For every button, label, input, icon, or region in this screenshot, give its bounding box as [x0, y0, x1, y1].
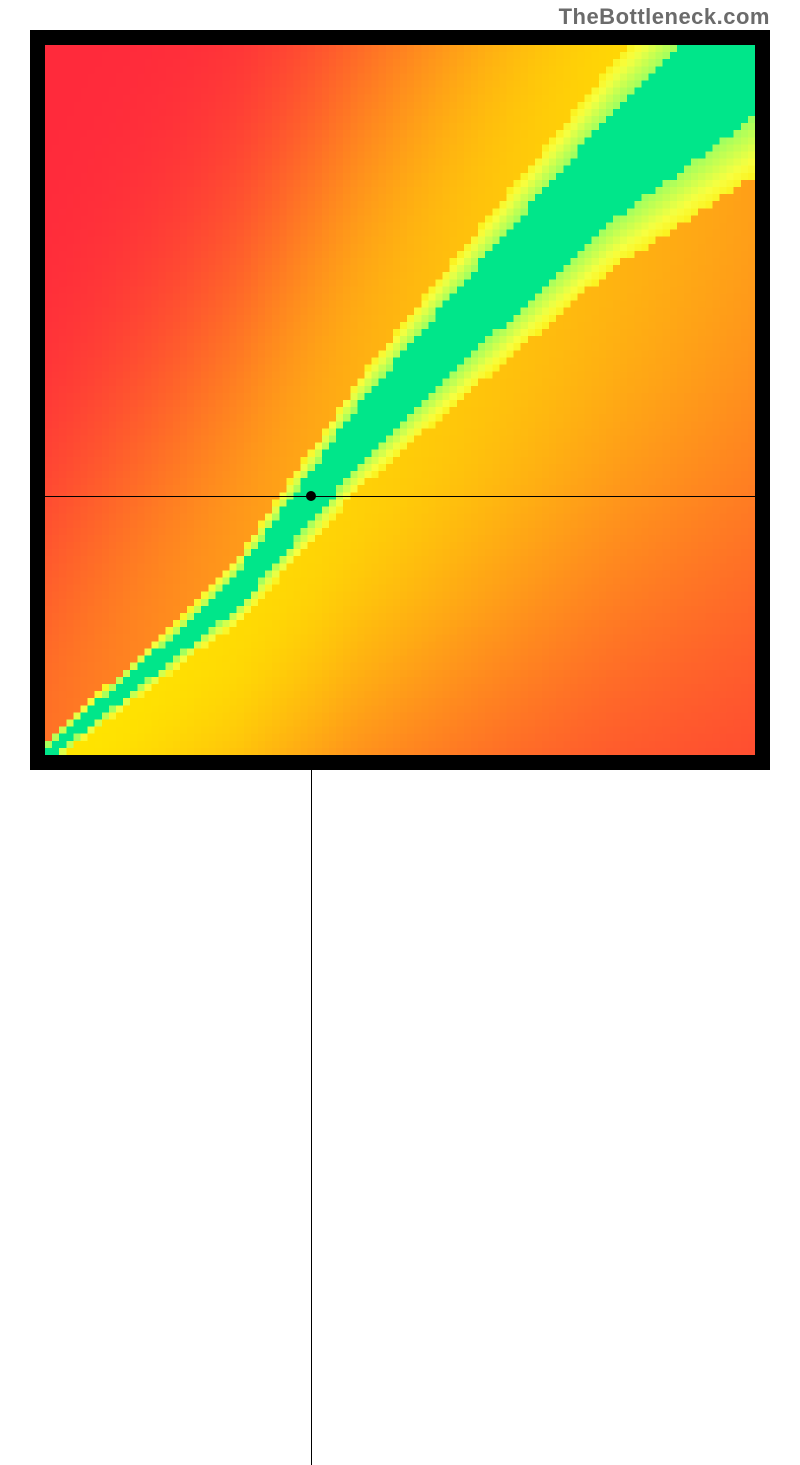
- chart-frame: [30, 30, 770, 770]
- plot-area: [45, 45, 755, 755]
- crosshair-vertical: [311, 755, 312, 1465]
- bottleneck-heatmap: [45, 45, 755, 755]
- attribution-text: TheBottleneck.com: [559, 4, 770, 30]
